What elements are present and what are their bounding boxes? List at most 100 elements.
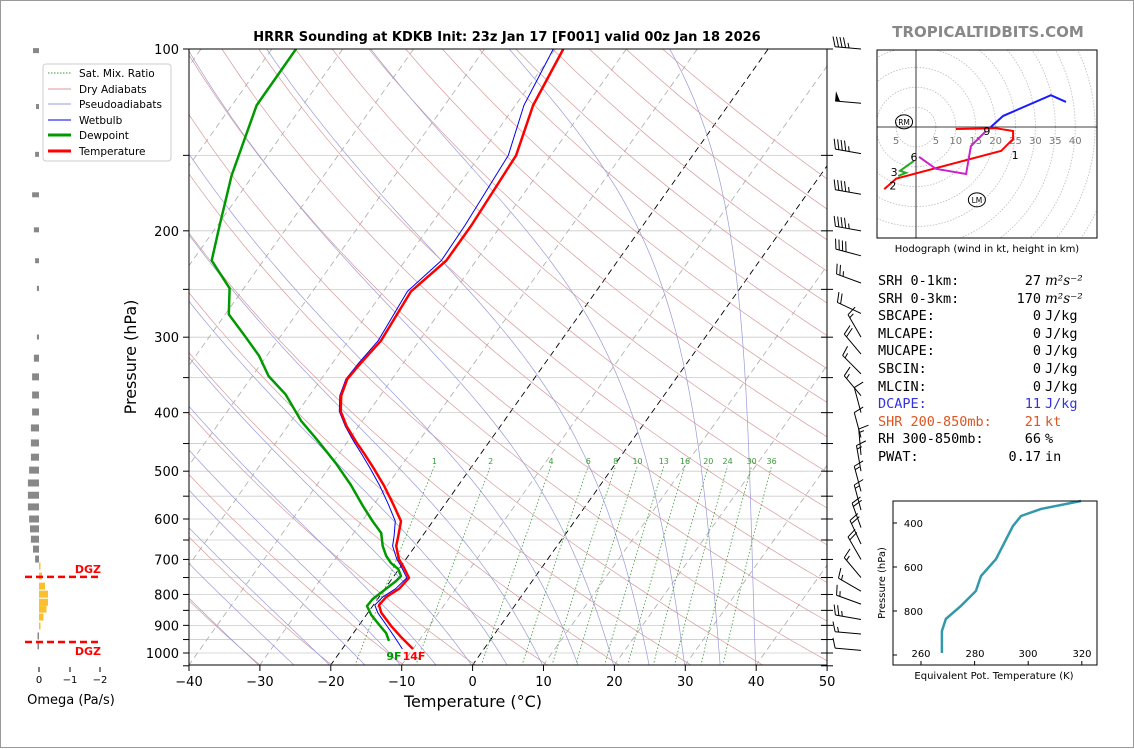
barb-feather <box>837 292 839 302</box>
omega-bar <box>32 408 39 415</box>
omega-bar <box>33 48 39 53</box>
stat-value: 0.17 <box>1008 449 1041 467</box>
dgz-label-bottom: DGZ <box>75 645 101 658</box>
barb-feather <box>845 218 846 228</box>
y-tick-label: 300 <box>154 331 179 346</box>
omega-bar <box>34 227 39 232</box>
x-tick-label: −30 <box>246 675 273 690</box>
y-tick-label: 1000 <box>146 647 179 662</box>
omega-bar <box>36 104 39 109</box>
barb-staff <box>835 47 861 49</box>
theta-e-xtick: 280 <box>965 649 984 660</box>
isotherm-line <box>259 49 697 666</box>
x-tick-label: 10 <box>535 675 552 690</box>
theta-e-xtick: 260 <box>911 649 930 660</box>
stat-label: SHR 200-850mb: <box>878 414 992 432</box>
barb-half-feather <box>855 467 859 470</box>
hodograph-ring-label: 20 <box>989 136 1002 147</box>
barb-staff <box>836 249 861 256</box>
wind-barb <box>836 239 861 256</box>
barb-pennant <box>835 91 840 101</box>
omega-bar <box>33 546 39 553</box>
wind-barbs <box>833 37 868 651</box>
x-tick-label: −10 <box>388 675 415 690</box>
legend-dry: Dry Adiabats <box>79 84 147 96</box>
x-tick-label: 30 <box>677 675 694 690</box>
omega-bar <box>39 622 41 629</box>
stat-rh: RH 300-850mb:66% <box>878 431 1093 449</box>
omega-bar <box>37 335 39 340</box>
x-tick-label: −20 <box>317 675 344 690</box>
legend-dewpoint: Dewpoint <box>79 130 129 142</box>
moist-adiabat <box>509 49 720 666</box>
barb-feather <box>838 568 840 578</box>
hodograph-ring-label: 30 <box>1029 136 1042 147</box>
wind-barb <box>833 638 861 650</box>
hodograph-height-label: 9 <box>983 125 990 138</box>
barb-feather <box>836 37 838 47</box>
barb-half-feather <box>838 627 839 632</box>
legend-mix: Sat. Mix. Ratio <box>79 68 155 80</box>
x-tick-label: 40 <box>748 675 765 690</box>
barb-feather <box>834 605 835 615</box>
surface-dewpoint-label: 9F <box>386 650 401 663</box>
isotherm-line <box>118 49 556 666</box>
stat-value: 11 <box>1025 396 1041 414</box>
wind-barb <box>834 179 861 194</box>
omega-bar <box>39 583 45 590</box>
barb-feather <box>841 181 842 191</box>
x-tick-label: 50 <box>819 675 836 690</box>
omega-bar <box>28 479 39 486</box>
stat-unit: in <box>1045 449 1061 467</box>
moist-adiabat <box>371 49 685 666</box>
stat-unit: J/kg <box>1045 379 1078 397</box>
wind-barb <box>835 91 861 103</box>
omega-bar <box>39 591 48 598</box>
omega-bar <box>39 563 41 570</box>
dry-adiabat <box>149 49 837 666</box>
theta-e-ytick: 800 <box>904 607 923 618</box>
wind-barb <box>837 585 861 604</box>
wind-barb <box>834 605 861 620</box>
barb-feather <box>834 216 835 226</box>
stat-unit: J/kg <box>1045 396 1078 414</box>
stat-value: 0 <box>1033 308 1041 326</box>
barb-feather <box>841 140 842 150</box>
stat-unit: % <box>1045 431 1053 449</box>
storm-motion-label: RM <box>898 118 910 127</box>
stat-label: MLCAPE: <box>878 326 935 344</box>
wind-barb <box>859 425 869 455</box>
omega-tick: 0 <box>36 675 42 686</box>
hodograph-height-label: 1 <box>1012 149 1019 162</box>
omega-bar <box>30 525 39 532</box>
stat-unit: kt <box>1045 414 1061 432</box>
hodograph-ring-label: 40 <box>1069 136 1082 147</box>
barb-half-feather <box>842 611 843 616</box>
theta-e-ytick: 400 <box>904 519 923 530</box>
hodograph-frame <box>877 50 1097 238</box>
barb-staff <box>844 334 861 354</box>
barb-staff <box>844 376 861 396</box>
theta-e-ylabel: Pressure (hPa) <box>877 547 888 619</box>
stat-unit: m²s⁻² <box>1045 291 1083 309</box>
mixing-ratio-label: 16 <box>680 457 690 466</box>
barb-feather <box>843 37 845 47</box>
mixing-ratio-label: 6 <box>586 457 591 466</box>
wind-barb <box>834 216 861 231</box>
barb-feather <box>841 294 843 304</box>
omega-tick: −1 <box>63 675 78 686</box>
hodograph-height-label: 6 <box>911 151 918 164</box>
barb-feather <box>854 382 863 387</box>
omega-bar <box>32 373 39 380</box>
barb-staff <box>837 595 861 604</box>
y-tick-label: 500 <box>154 465 179 480</box>
storm-motion-label: LM <box>972 196 983 205</box>
legend-temperature: Temperature <box>78 146 146 158</box>
hodograph-caption: Hodograph (wind in kt, height in km) <box>895 244 1080 255</box>
barb-feather <box>838 180 839 190</box>
